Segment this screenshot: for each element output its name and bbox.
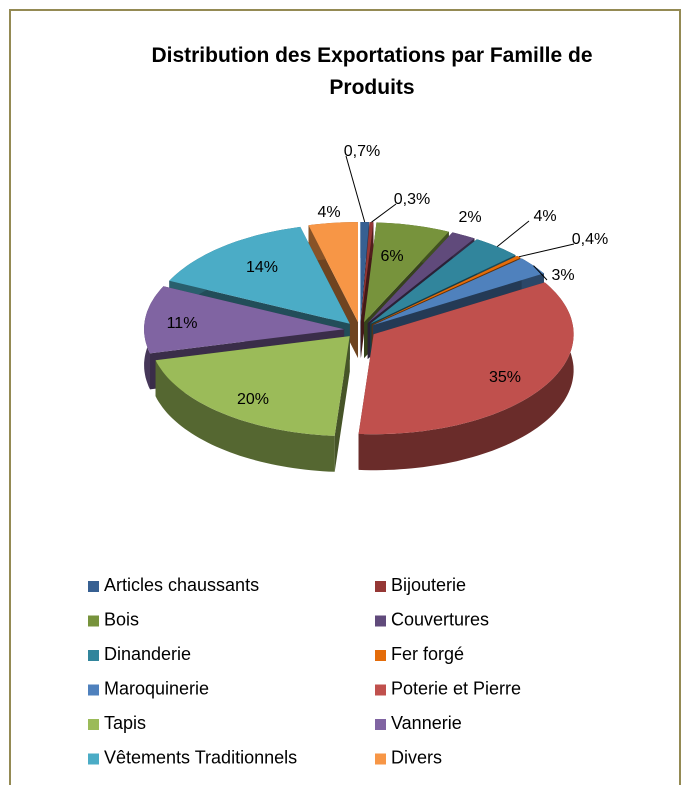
legend-swatch: [88, 753, 99, 765]
legend-swatch: [375, 753, 386, 765]
data-label: 0,4%: [572, 231, 608, 248]
data-label: 0,3%: [394, 191, 430, 208]
leader-line: [371, 203, 397, 223]
leader-line: [496, 220, 530, 247]
slice: [371, 255, 521, 325]
legend-swatch: [375, 581, 386, 592]
slice: [155, 336, 350, 436]
legend-label: Bois: [104, 609, 139, 629]
slice-side: [155, 360, 335, 472]
data-label: 2%: [458, 209, 481, 226]
legend-label: Vannerie: [391, 713, 462, 733]
legend-label: Tapis: [104, 713, 146, 733]
legend-swatch: [375, 615, 386, 627]
legend-label: Articles chaussants: [104, 575, 259, 595]
slice: [367, 232, 475, 323]
slice: [364, 222, 449, 323]
data-label: 4%: [533, 208, 556, 225]
chart-border: [9, 9, 681, 785]
legend-label: Vêtements Traditionnels: [104, 747, 297, 767]
data-label: 35%: [489, 369, 521, 386]
legend-swatch: [88, 650, 99, 661]
legend-label: Couvertures: [391, 609, 489, 629]
legend-swatch: [88, 684, 99, 696]
legend-swatch: [375, 684, 386, 696]
legend-swatch: [375, 650, 386, 661]
slice: [308, 222, 358, 323]
leader-line: [533, 265, 548, 281]
slice: [144, 286, 345, 354]
slice: [372, 258, 544, 326]
data-label: 20%: [237, 391, 269, 408]
legend-label: Bijouterie: [391, 575, 466, 595]
data-label: 0,7%: [344, 143, 380, 160]
slice: [360, 222, 374, 322]
data-label: 14%: [246, 259, 278, 276]
legend-label: Maroquinerie: [104, 678, 209, 698]
legend-label: Poterie et Pierre: [391, 678, 521, 698]
leader-line: [518, 243, 575, 258]
legend-swatch: [88, 719, 99, 730]
legend-label: Dinanderie: [104, 644, 191, 664]
slice: [169, 226, 350, 324]
legend-swatch: [88, 615, 99, 627]
slice-side: [358, 282, 574, 471]
slice: [360, 222, 370, 322]
leader-line: [345, 155, 366, 223]
legend-swatch: [88, 581, 99, 592]
slice: [370, 239, 516, 324]
data-label: 6%: [380, 248, 403, 265]
legend-swatch: [375, 719, 386, 730]
legend-label: Divers: [391, 747, 442, 767]
slice: [358, 282, 574, 435]
data-label: 3%: [551, 267, 574, 284]
data-label: 11%: [167, 315, 198, 332]
data-label: 4%: [317, 204, 340, 221]
chart-title: Distribution des Exportations par Famill…: [151, 44, 593, 99]
legend-label: Fer forgé: [391, 644, 464, 664]
